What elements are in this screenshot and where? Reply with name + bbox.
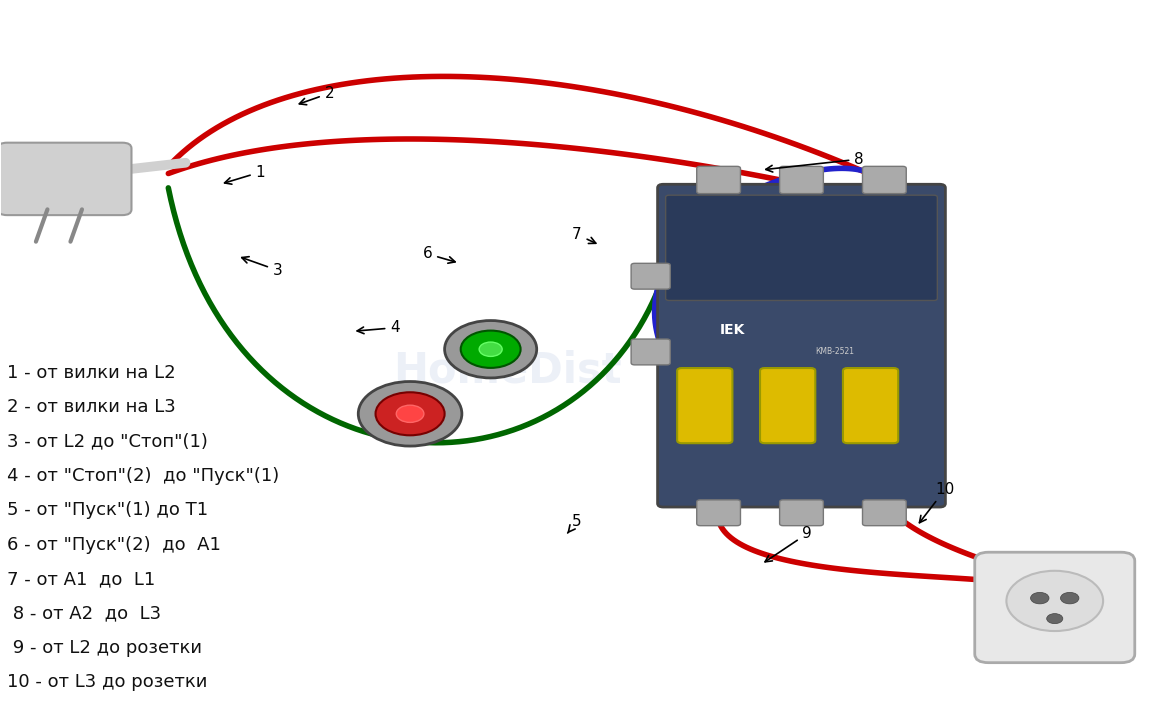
Text: 2 - от вилки на L3: 2 - от вилки на L3 xyxy=(7,398,175,416)
Circle shape xyxy=(479,342,502,356)
Circle shape xyxy=(358,382,462,446)
Text: 10 - от L3 до розетки: 10 - от L3 до розетки xyxy=(7,673,208,691)
Text: 8 - от A2  до  L3: 8 - от A2 до L3 xyxy=(7,605,162,623)
Circle shape xyxy=(375,392,444,436)
Text: 3 - от L2 до "Стоп"(1): 3 - от L2 до "Стоп"(1) xyxy=(7,433,208,451)
FancyBboxPatch shape xyxy=(0,143,132,215)
FancyBboxPatch shape xyxy=(666,195,937,300)
Circle shape xyxy=(1061,593,1079,604)
FancyBboxPatch shape xyxy=(631,339,670,365)
FancyBboxPatch shape xyxy=(780,500,823,526)
Text: 1 - от вилки на L2: 1 - от вилки на L2 xyxy=(7,364,175,382)
Text: 2: 2 xyxy=(299,86,335,105)
Text: 7: 7 xyxy=(572,227,595,243)
FancyBboxPatch shape xyxy=(697,500,741,526)
Text: IEK: IEK xyxy=(720,323,745,337)
Text: 4: 4 xyxy=(357,320,400,336)
Circle shape xyxy=(396,405,424,423)
Text: 9 - от L2 до розетки: 9 - от L2 до розетки xyxy=(7,639,202,657)
FancyBboxPatch shape xyxy=(631,264,670,289)
Circle shape xyxy=(1031,593,1049,604)
FancyBboxPatch shape xyxy=(697,166,741,194)
Text: КМВ-2521: КМВ-2521 xyxy=(815,348,854,356)
Circle shape xyxy=(444,320,537,378)
FancyBboxPatch shape xyxy=(677,368,733,444)
Text: 9: 9 xyxy=(765,526,812,562)
Text: HomeDist: HomeDist xyxy=(394,350,622,392)
Circle shape xyxy=(1006,571,1103,631)
Text: 8: 8 xyxy=(766,152,864,172)
FancyBboxPatch shape xyxy=(862,166,906,194)
Text: 5 - от "Пуск"(1) до T1: 5 - от "Пуск"(1) до T1 xyxy=(7,501,208,519)
Text: 6 - от "Пуск"(2)  до  A1: 6 - от "Пуск"(2) до A1 xyxy=(7,536,222,554)
Text: 10: 10 xyxy=(920,482,956,523)
FancyBboxPatch shape xyxy=(780,166,823,194)
Circle shape xyxy=(460,330,520,368)
FancyBboxPatch shape xyxy=(842,368,898,444)
Text: 1: 1 xyxy=(225,165,265,184)
Text: 6: 6 xyxy=(422,246,455,264)
Text: 5: 5 xyxy=(568,514,582,533)
FancyBboxPatch shape xyxy=(658,184,945,507)
FancyBboxPatch shape xyxy=(760,368,816,444)
FancyBboxPatch shape xyxy=(975,552,1134,662)
Text: 3: 3 xyxy=(242,256,283,278)
Circle shape xyxy=(1047,613,1063,624)
FancyBboxPatch shape xyxy=(862,500,906,526)
Text: 4 - от "Стоп"(2)  до "Пуск"(1): 4 - от "Стоп"(2) до "Пуск"(1) xyxy=(7,467,279,485)
Text: 7 - от A1  до  L1: 7 - от A1 до L1 xyxy=(7,570,156,588)
